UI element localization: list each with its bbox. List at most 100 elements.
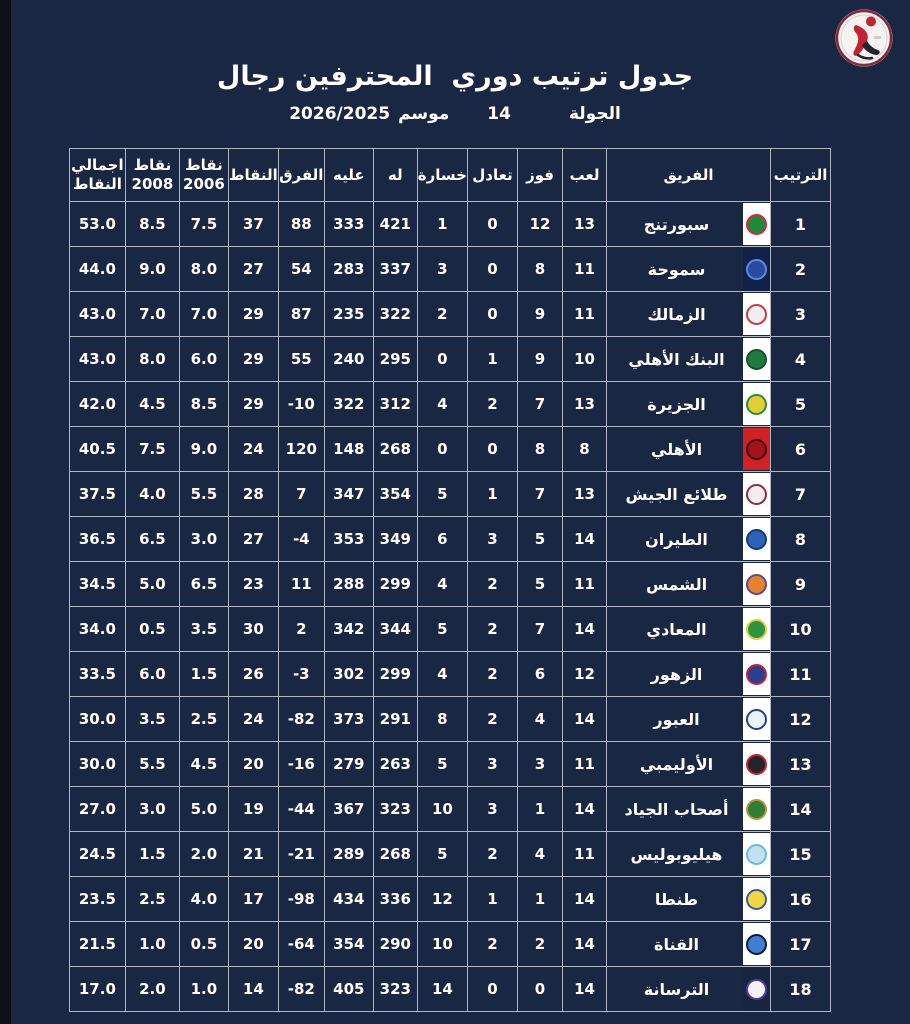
team-logo-icon xyxy=(743,653,770,695)
cell-diff: 88 xyxy=(277,201,325,247)
team-cell: هيليوبوليس xyxy=(607,832,770,876)
team-cell: طلائع الجيش xyxy=(607,472,770,516)
cell-for: 337 xyxy=(372,246,418,292)
team-logo-circle xyxy=(746,663,767,685)
cell-for: 291 xyxy=(372,696,418,742)
team-name: العبور xyxy=(653,709,700,729)
table-row: 9 الشمس 11 5 2 4 299 288 11 23 6.5 5.0 34.5 xyxy=(68,561,831,607)
team-name: الجزيرة xyxy=(647,394,706,414)
cell-points: 20 xyxy=(227,741,279,787)
cell-rank: 11 xyxy=(770,651,831,697)
team-name: الشمس xyxy=(645,574,708,594)
cell-loss: 4 xyxy=(416,651,469,697)
cell-team: هيليوبوليس xyxy=(606,831,771,877)
cell-for: 299 xyxy=(372,561,418,607)
cell-points: 24 xyxy=(227,426,279,472)
cell-win: 1 xyxy=(517,876,563,922)
table-row: 13 الأوليمبي 11 3 3 5 263 279 -16 20 4.5 5.5 30.0 xyxy=(68,741,831,787)
cell-diff: -16 xyxy=(277,741,325,787)
team-cell: القناة xyxy=(607,922,770,966)
cell-win: 5 xyxy=(517,516,563,562)
cell-against: 367 xyxy=(323,786,374,832)
cell-pts2006: 4.0 xyxy=(178,876,229,922)
cell-win: 1 xyxy=(517,786,563,832)
cell-against: 353 xyxy=(323,516,374,562)
cell-rank: 14 xyxy=(770,786,831,832)
team-logo-circle xyxy=(746,798,767,820)
cell-pts2008: 3.5 xyxy=(124,696,180,742)
cell-team: العبور xyxy=(606,696,771,742)
team-logo-icon xyxy=(743,923,770,965)
team-cell: سبورتنج xyxy=(607,202,770,246)
team-logo-circle xyxy=(746,618,767,640)
cell-pts2008: 1.5 xyxy=(124,831,180,877)
cell-for: 268 xyxy=(372,426,418,472)
cell-loss: 8 xyxy=(416,696,469,742)
cell-total: 33.5 xyxy=(68,651,126,697)
cell-team: الطيران xyxy=(606,516,771,562)
cell-total: 43.0 xyxy=(68,336,126,382)
table-row: 4 البنك الأهلي 10 9 1 0 295 240 55 29 6.0 8.0 43.0 xyxy=(68,336,831,382)
cell-pts2008: 4.5 xyxy=(124,381,180,427)
cell-for: 299 xyxy=(372,651,418,697)
table-row: 2 سموحة 11 8 0 3 337 283 54 27 8.0 9.0 44.0 xyxy=(68,246,831,292)
team-logo-icon xyxy=(743,788,770,830)
team-cell: الزهور xyxy=(607,652,770,696)
cell-for: 290 xyxy=(372,921,418,967)
cell-played: 11 xyxy=(562,291,607,337)
table-row: 17 القناة 14 2 2 10 290 354 -64 20 0.5 1.0 21.5 xyxy=(68,921,831,967)
cell-rank: 17 xyxy=(770,921,831,967)
cell-played: 14 xyxy=(562,966,607,1012)
cell-pts2008: 2.5 xyxy=(124,876,180,922)
cell-rank: 7 xyxy=(770,471,831,517)
cell-pts2006: 3.0 xyxy=(178,516,229,562)
cell-total: 37.5 xyxy=(68,471,126,517)
team-logo-circle xyxy=(746,708,767,730)
cell-draw: 0 xyxy=(467,291,518,337)
cell-points: 23 xyxy=(227,561,279,607)
table-row: 10 المعادي 14 7 2 5 344 342 2 30 3.5 0.5 34.0 xyxy=(68,606,831,652)
column-header-loss: خسارة xyxy=(416,148,469,202)
cell-diff: 2 xyxy=(277,606,325,652)
team-logo-circle xyxy=(746,483,767,505)
cell-diff: 11 xyxy=(277,561,325,607)
team-logo-icon xyxy=(743,428,770,470)
cell-diff: -98 xyxy=(277,876,325,922)
team-logo-circle xyxy=(746,393,767,415)
cell-for: 295 xyxy=(372,336,418,382)
team-logo-circle xyxy=(746,978,767,1000)
cell-against: 283 xyxy=(323,246,374,292)
cell-pts2006: 8.0 xyxy=(178,246,229,292)
cell-total: 17.0 xyxy=(68,966,126,1012)
table-row: 6 الأهلي 8 8 0 0 268 148 120 24 9.0 7.5 40.5 xyxy=(68,426,831,472)
cell-played: 14 xyxy=(562,606,607,652)
cell-loss: 5 xyxy=(416,741,469,787)
cell-played: 11 xyxy=(562,831,607,877)
team-cell: البنك الأهلي xyxy=(607,337,770,381)
team-name: الزهور xyxy=(650,664,703,684)
cell-total: 53.0 xyxy=(68,201,126,247)
column-header-against: عليه xyxy=(323,148,374,202)
cell-played: 8 xyxy=(562,426,607,472)
table-row: 15 هيليوبوليس 11 4 2 5 268 289 -21 21 2.0 1.5 24.5 xyxy=(68,831,831,877)
team-cell: الأوليمبي xyxy=(607,742,770,786)
team-logo-icon xyxy=(743,833,770,875)
cell-loss: 0 xyxy=(416,336,469,382)
team-name: طلائع الجيش xyxy=(625,484,728,504)
table-row: 14 أصحاب الجياد 14 1 3 10 323 367 -44 19 5.0 3.0 27.… xyxy=(68,786,831,832)
cell-draw: 3 xyxy=(467,741,518,787)
team-name: سموحة xyxy=(647,259,706,279)
cell-pts2006: 6.0 xyxy=(178,336,229,382)
cell-win: 7 xyxy=(517,381,563,427)
cell-loss: 4 xyxy=(416,381,469,427)
team-name: أصحاب الجياد xyxy=(624,799,729,819)
cell-against: 405 xyxy=(323,966,374,1012)
table-row: 12 العبور 14 4 2 8 291 373 -82 24 2.5 3.5 30.0 xyxy=(68,696,831,742)
cell-points: 14 xyxy=(227,966,279,1012)
cell-win: 4 xyxy=(517,831,563,877)
cell-draw: 2 xyxy=(467,651,518,697)
cell-pts2008: 2.0 xyxy=(124,966,180,1012)
column-header-for: له xyxy=(372,148,418,202)
season-label: موسم xyxy=(398,104,450,124)
cell-pts2008: 8.5 xyxy=(124,201,180,247)
